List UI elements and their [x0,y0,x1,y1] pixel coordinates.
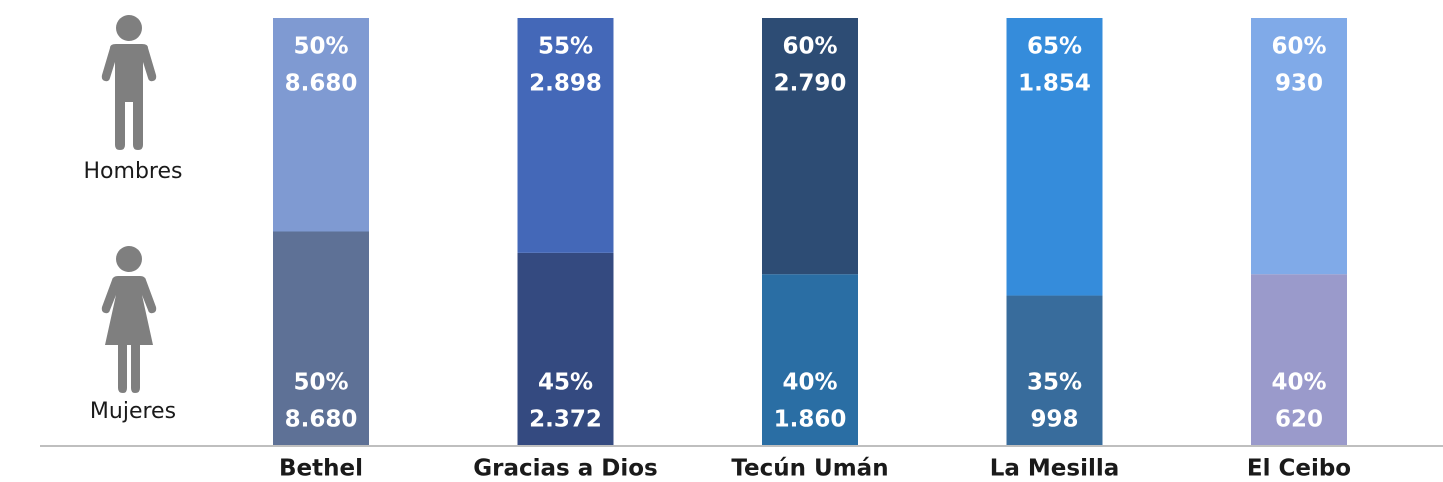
x-tick-label: Bethel [279,456,363,482]
man-icon [101,15,157,150]
count-label: 2.372 [529,407,602,433]
value-label: 35% [1027,370,1082,396]
bar-segment [517,252,614,445]
value-label: 50% [293,34,348,60]
bar-segment [517,18,614,253]
value-label: 55% [538,34,593,60]
value-label: 40% [782,370,837,396]
x-tick-label: Gracias a Dios [473,456,657,482]
bar-segment [273,18,369,232]
count-label: 8.680 [285,407,358,433]
count-label: 2.790 [774,71,847,97]
legend-label: Mujeres [90,399,176,424]
x-tick-label: El Ceibo [1247,456,1351,482]
count-label: 998 [1030,407,1078,433]
bar-segment [1251,274,1347,445]
value-label: 45% [538,370,593,396]
count-label: 8.680 [285,71,358,97]
woman-icon [101,246,157,393]
count-label: 930 [1275,71,1323,97]
count-label: 1.860 [774,407,847,433]
x-tick-label: Tecún Umán [731,456,888,482]
bar-segment [273,231,369,445]
value-label: 60% [782,34,837,60]
count-label: 620 [1275,407,1323,433]
x-tick-label: La Mesilla [990,456,1120,482]
bar-segment [1006,295,1103,445]
value-label: 60% [1271,34,1326,60]
bar-segment [1251,18,1347,275]
count-label: 2.898 [529,71,602,97]
value-label: 40% [1271,370,1326,396]
legend-label: Hombres [84,159,183,184]
bar-segment [762,18,858,275]
count-label: 1.854 [1018,71,1091,97]
bar-segment [762,274,858,445]
value-label: 50% [293,370,348,396]
value-label: 65% [1027,34,1082,60]
bar-segment [1006,18,1103,296]
